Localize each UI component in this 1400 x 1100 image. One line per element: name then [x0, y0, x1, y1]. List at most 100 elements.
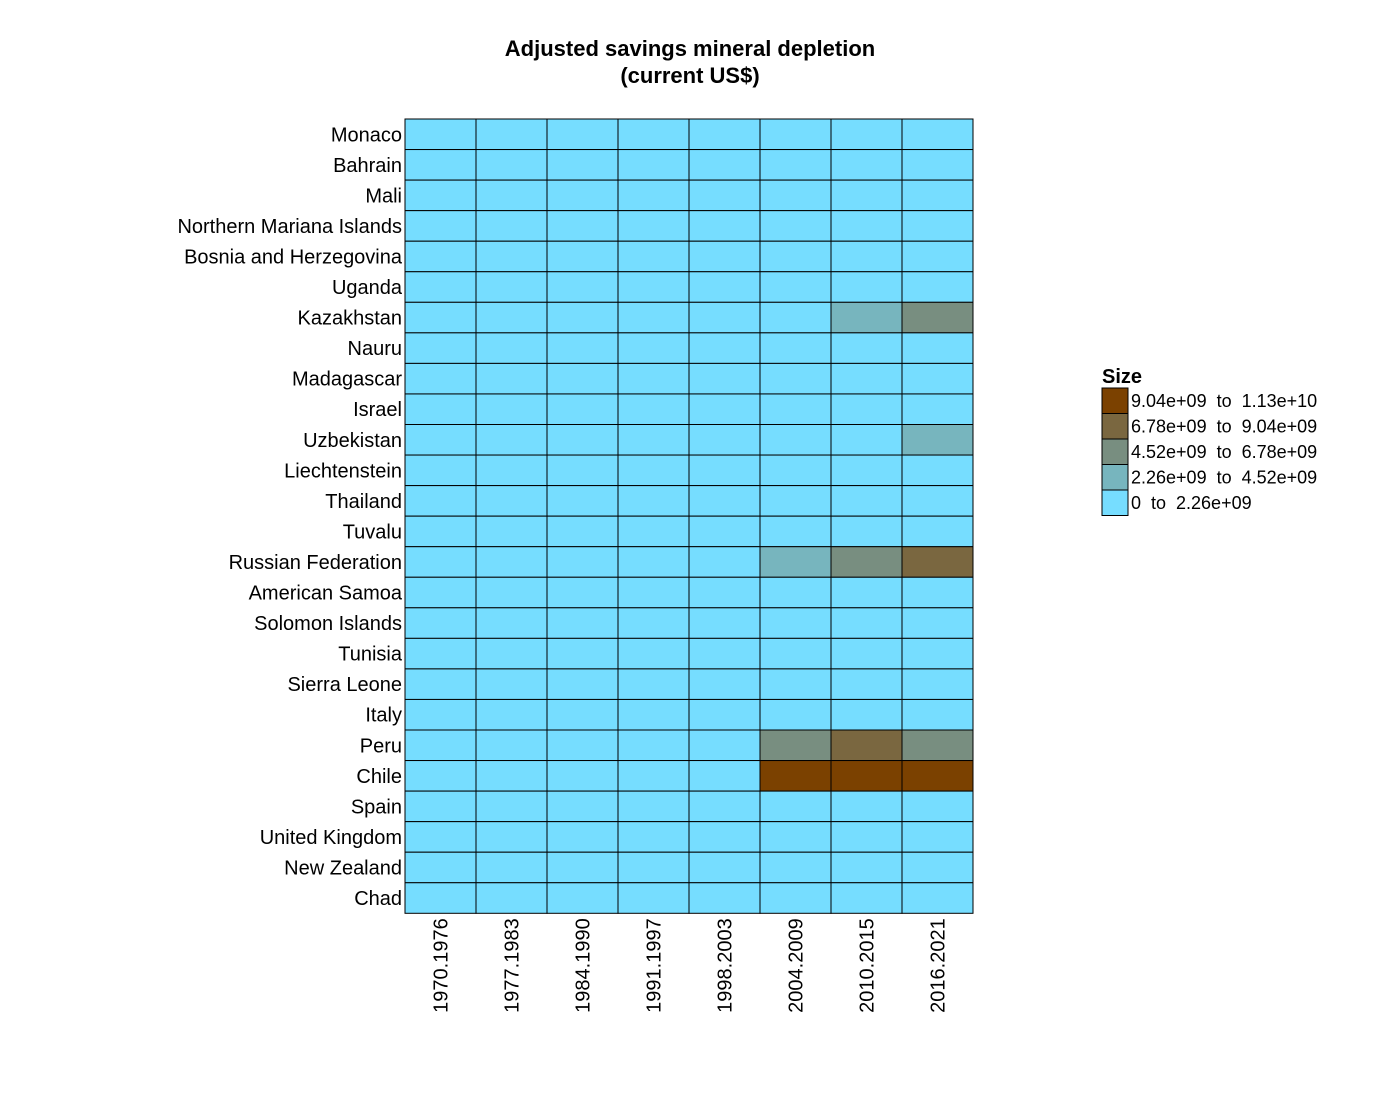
legend-title: Size — [1102, 366, 1142, 388]
heatmap-cell — [830, 790, 903, 823]
heatmap-cell — [830, 179, 903, 212]
row-label: Solomon Islands — [254, 613, 402, 635]
heatmap-cell — [617, 454, 690, 487]
row-label: American Samoa — [249, 583, 403, 605]
heatmap-cell — [404, 210, 477, 242]
row-label: Tuvalu — [343, 521, 402, 543]
heatmap-cell — [404, 362, 477, 395]
heatmap-cell — [830, 210, 903, 242]
heatmap-cell — [546, 240, 619, 273]
heatmap-cell — [404, 393, 477, 426]
row-label: Chile — [356, 766, 402, 788]
row-label: Tunisia — [338, 644, 403, 666]
legend-label: 2.26e+09 to 4.52e+09 — [1131, 467, 1317, 487]
row-labels: Monaco Bahrain Mali Northern Mariana Island… — [177, 124, 402, 910]
legend-swatch — [1101, 413, 1129, 440]
heatmap-cell — [617, 851, 690, 884]
heatmap-cell — [688, 362, 761, 395]
heatmap-cell — [830, 301, 903, 334]
heatmap-cell — [688, 210, 761, 242]
heatmap-cell — [475, 271, 548, 303]
row-label: Russian Federation — [229, 552, 402, 574]
heatmap-cell — [830, 607, 903, 639]
heatmap-cell — [901, 179, 974, 212]
heatmap-cell — [901, 576, 974, 609]
heatmap-cell — [404, 760, 477, 792]
heatmap-cell — [688, 607, 761, 639]
heatmap-cell — [546, 882, 619, 914]
legend-swatch — [1101, 387, 1129, 414]
heatmap-cell — [475, 393, 548, 426]
heatmap-cell — [617, 546, 690, 578]
heatmap-cell — [901, 149, 974, 181]
heatmap-cell — [688, 332, 761, 364]
heatmap-cell — [404, 179, 477, 212]
heatmap-cell — [688, 546, 761, 578]
heatmap-cell — [475, 576, 548, 609]
heatmap-cell — [475, 454, 548, 487]
heatmap-cells — [404, 118, 974, 914]
heatmap-cell — [475, 821, 548, 853]
row-label: Peru — [360, 735, 402, 757]
heatmap-cell — [688, 271, 761, 303]
heatmap-cell — [830, 668, 903, 700]
row-label: Uzbekistan — [303, 430, 402, 452]
heatmap-cell — [759, 271, 832, 303]
heatmap-cell — [901, 668, 974, 700]
heatmap-cell — [475, 118, 548, 151]
heatmap-cell — [830, 393, 903, 426]
column-label: 1977.1983 — [502, 918, 524, 1013]
heatmap-cell — [759, 576, 832, 609]
column-label: 2004.2009 — [786, 918, 808, 1013]
heatmap-cell — [475, 424, 548, 456]
heatmap-cell — [475, 760, 548, 792]
heatmap-cell — [688, 454, 761, 487]
heatmap-cell — [688, 515, 761, 548]
heatmap-cell — [759, 760, 832, 792]
heatmap-cell — [688, 149, 761, 181]
heatmap-cell — [475, 790, 548, 823]
heatmap-cell — [546, 515, 619, 548]
legend-swatch — [1101, 464, 1129, 491]
row-label: New Zealand — [284, 857, 402, 879]
heatmap-cell — [475, 729, 548, 762]
heatmap-cell — [759, 698, 832, 731]
row-label: Northern Mariana Islands — [177, 216, 402, 238]
row-label: Bosnia and Herzegovina — [184, 246, 403, 268]
chart-title: Adjusted savings mineral depletion — [505, 36, 875, 61]
heatmap-cell — [830, 118, 903, 151]
heatmap-cell — [617, 301, 690, 334]
heatmap-cell — [830, 760, 903, 792]
heatmap-cell — [546, 393, 619, 426]
heatmap-cell — [404, 424, 477, 456]
heatmap-cell — [404, 454, 477, 487]
heatmap-cell — [404, 851, 477, 884]
heatmap-cell — [830, 332, 903, 364]
legend-label: 6.78e+09 to 9.04e+09 — [1131, 416, 1317, 436]
heatmap-cell — [901, 362, 974, 395]
heatmap-cell — [901, 301, 974, 334]
row-label: Bahrain — [333, 155, 402, 177]
heatmap-cell — [617, 882, 690, 914]
heatmap-cell — [759, 210, 832, 242]
heatmap-cell — [688, 882, 761, 914]
heatmap-cell — [759, 393, 832, 426]
heatmap-cell — [617, 515, 690, 548]
heatmap-cell — [475, 179, 548, 212]
heatmap-cell — [404, 607, 477, 639]
heatmap-cell — [404, 332, 477, 364]
heatmap-cell — [404, 729, 477, 762]
heatmap-cell — [901, 240, 974, 273]
heatmap-cell — [617, 821, 690, 853]
heatmap-cell — [546, 210, 619, 242]
row-label: Liechtenstein — [284, 460, 402, 482]
heatmap-cell — [830, 576, 903, 609]
heatmap-cell — [901, 698, 974, 731]
heatmap-cell — [404, 301, 477, 334]
heatmap-cell — [546, 179, 619, 212]
heatmap-cell — [901, 790, 974, 823]
heatmap-cell — [830, 485, 903, 517]
heatmap-cell — [475, 546, 548, 578]
heatmap-cell — [546, 760, 619, 792]
heatmap-cell — [830, 821, 903, 853]
